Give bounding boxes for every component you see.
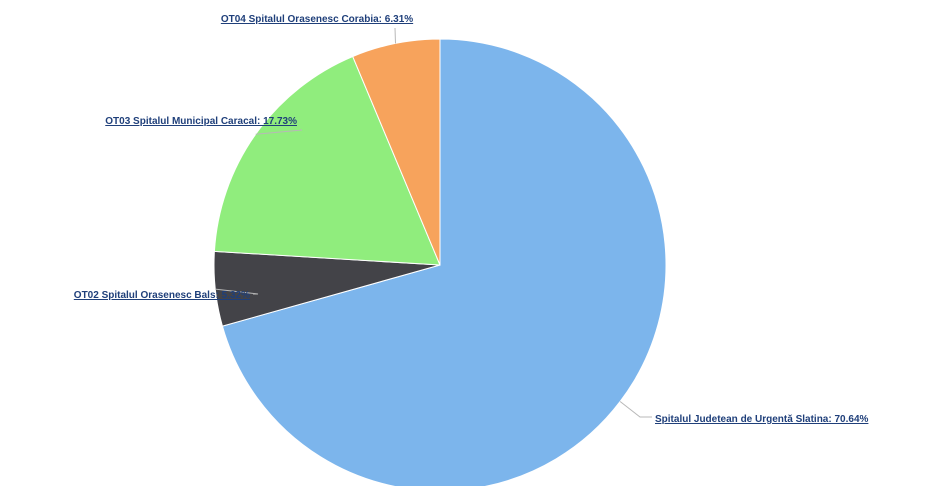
pie-slice-1[interactable]	[221, 38, 667, 486]
label-connector-3	[255, 129, 303, 135]
data-label-3[interactable]: OT03 Spitalul Municipal Caracal: 17.73%	[105, 116, 297, 127]
pie-slices	[213, 38, 667, 486]
data-label-4[interactable]: OT04 Spitalul Orasenesc Corabia: 6.31%	[221, 14, 413, 25]
data-label-1[interactable]: Spitalul Judetean de Urgentă Slatina: 70…	[655, 414, 869, 425]
data-labels: Spitalul Judetean de Urgentă Slatina: 70…	[74, 14, 869, 425]
label-connectors	[215, 27, 652, 418]
label-connector-1	[619, 401, 652, 418]
pie-slice-4[interactable]	[352, 38, 441, 266]
label-connector-4	[394, 27, 396, 44]
label-connector-2	[215, 288, 259, 295]
data-label-2[interactable]: OT02 Spitalul Orasenesc Bals: 5.32%	[74, 290, 250, 301]
